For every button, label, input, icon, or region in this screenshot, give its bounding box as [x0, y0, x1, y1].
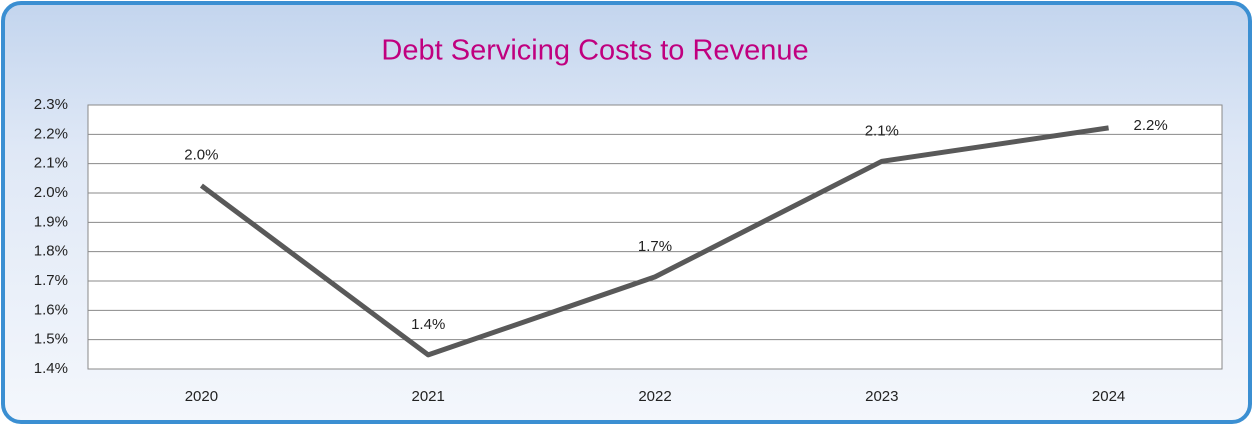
plot: 1.4% 1.5% 1.6% 1.7% 1.8% 1.9% 2.0% 2.1% 2.2% 2.3%… [34, 96, 1222, 405]
plot-area [87, 104, 1223, 370]
line [199, 125, 1109, 358]
x-tick-label: 2022 [638, 388, 671, 405]
data-label: 1.7% [638, 238, 672, 255]
y-tick-label: 1.7% [34, 272, 68, 289]
x-tick-label: 2020 [185, 388, 218, 405]
x-tick-label: 2024 [1092, 388, 1125, 405]
y-tick-label: 1.4% [34, 360, 68, 377]
data-label: 2.2% [1133, 117, 1167, 134]
y-tick-label: 1.9% [34, 213, 68, 230]
y-tick-label: 2.1% [34, 155, 68, 172]
x-tick-label: 2021 [412, 388, 445, 405]
y-tick-label: 2.3% [34, 96, 68, 113]
data-label: 1.4% [411, 316, 445, 333]
y-tick-label: 1.8% [34, 243, 68, 260]
data-label: 2.0% [184, 147, 218, 164]
y-tick-label: 1.6% [34, 301, 68, 318]
y-tick-label: 2.0% [34, 184, 68, 201]
y-tick-label: 1.5% [34, 331, 68, 348]
chart-title: Debt Servicing Costs to Revenue [381, 35, 808, 67]
x-tick-label: 2023 [865, 388, 898, 405]
y-tick-label: 2.2% [34, 125, 68, 142]
data-label: 2.1% [865, 122, 899, 139]
